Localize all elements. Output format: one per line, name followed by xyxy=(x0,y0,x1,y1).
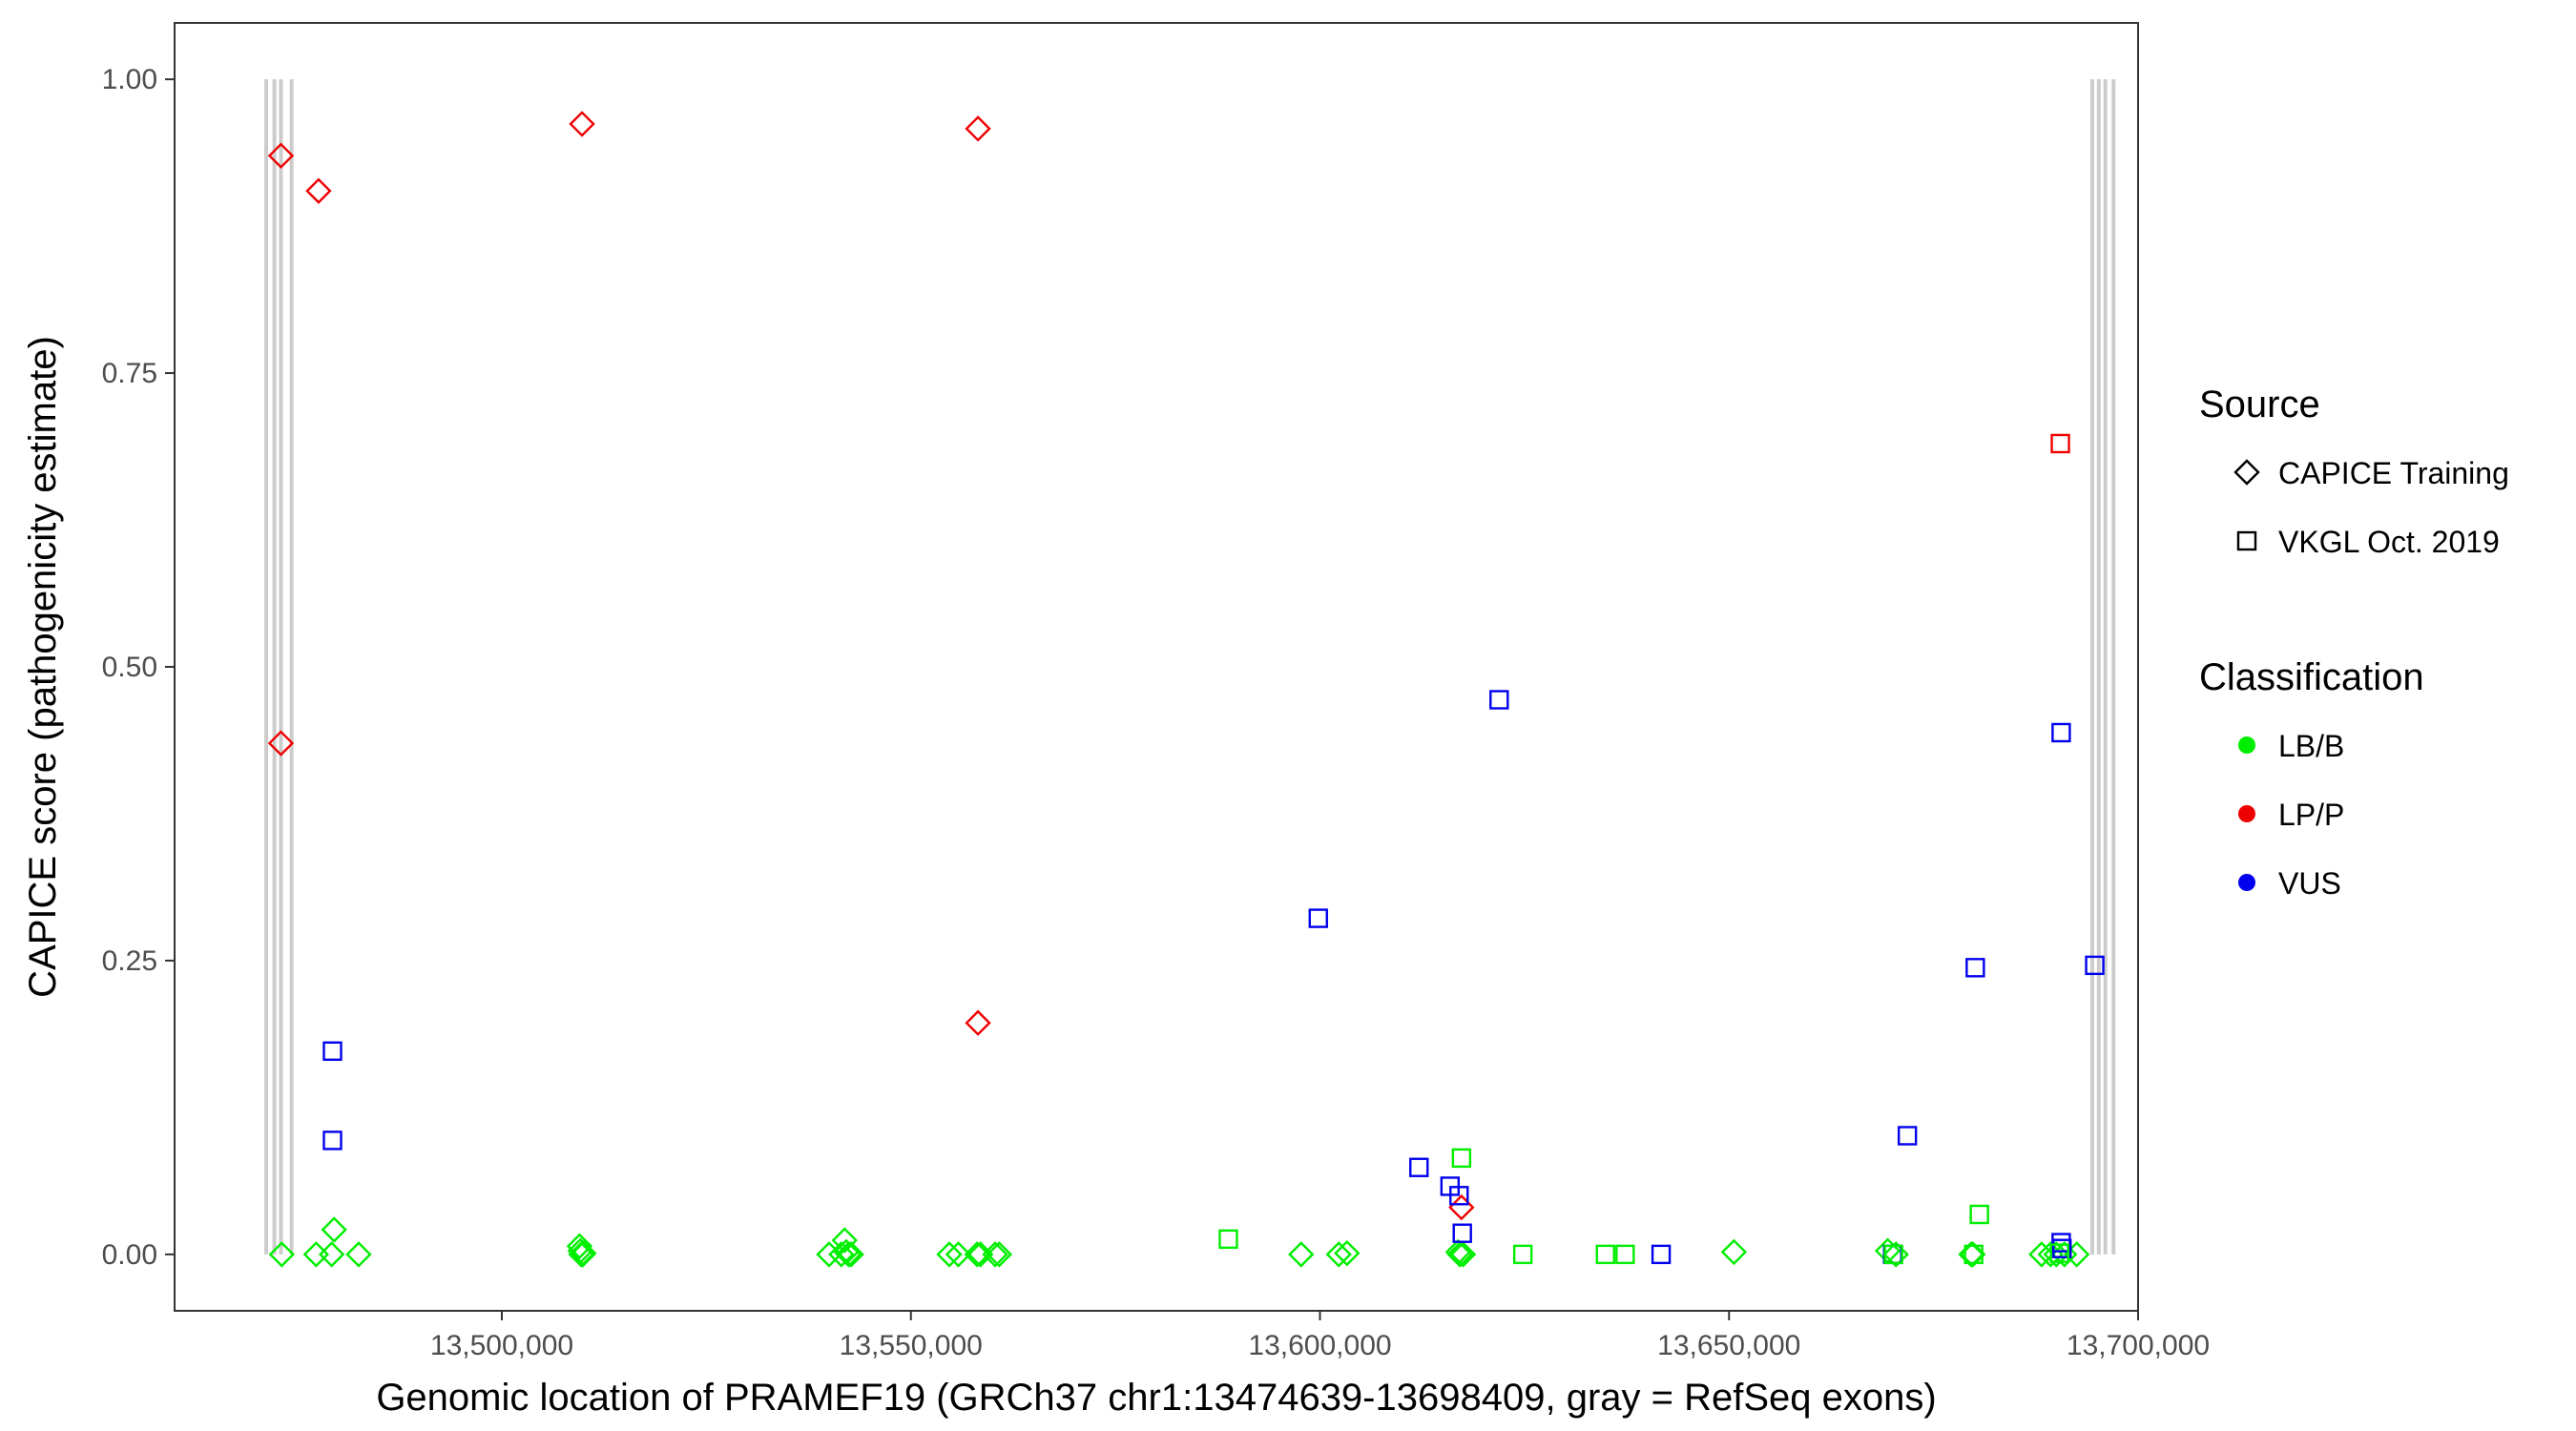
data-point-capice-training-lb-b xyxy=(1334,1239,1361,1267)
legend-key-dot xyxy=(2238,805,2255,822)
data-point-vkgl-vus xyxy=(2085,955,2105,976)
data-point-vkgl-lb-b xyxy=(1883,1244,1903,1265)
data-point-vkgl-vus xyxy=(1489,690,1509,710)
y-axis-title: CAPICE score (pathogenicity estimate) xyxy=(22,336,64,998)
data-point-vkgl-lb-b xyxy=(1512,1244,1533,1265)
y-axis: 0.00 0.25 0.50 0.75 1.00 xyxy=(102,64,175,1271)
data-point-capice-training-lb-b xyxy=(828,1241,855,1268)
data-point-capice-training-lb-b xyxy=(1446,1241,1473,1268)
data-point-capice-training-lb-b xyxy=(268,1241,296,1268)
y-tick-label: 0.00 xyxy=(102,1239,157,1271)
data-point-capice-training-lp-p xyxy=(965,115,991,142)
data-point-capice-training-lb-b xyxy=(838,1241,864,1268)
data-point-vkgl-vus xyxy=(1308,908,1328,928)
x-tick-label: 13,700,000 xyxy=(2067,1330,2210,1361)
data-point-capice-training-lb-b xyxy=(1449,1241,1477,1268)
y-tick-label: 0.50 xyxy=(102,652,157,683)
legend-label: LP/P xyxy=(2278,798,2344,832)
data-point-vkgl-lb-b xyxy=(1218,1229,1238,1250)
data-point-capice-training-lp-p xyxy=(965,1009,991,1036)
data-point-vkgl-vus xyxy=(1409,1157,1429,1177)
x-tick-label: 13,600,000 xyxy=(1248,1330,1391,1361)
data-point-vkgl-lb-b xyxy=(1451,1148,1472,1169)
legend: Source CAPICE Training VKGL Oct. 2019 Class… xyxy=(2199,384,2509,901)
legend-key-diamond xyxy=(2233,459,2260,486)
data-point-capice-training-lb-b xyxy=(1958,1241,1984,1268)
data-point-capice-training-lb-b xyxy=(571,1239,597,1267)
data-point-capice-training-lb-b xyxy=(986,1241,1013,1268)
legend-title: Classification xyxy=(2199,656,2424,698)
x-axis: 13,500,000 13,550,000 13,600,000 13,650,000… xyxy=(430,1311,2210,1361)
data-point-capice-training-lb-b xyxy=(345,1241,372,1268)
data-point-capice-training-lb-b xyxy=(318,1241,345,1268)
data-point-vkgl-vus xyxy=(1449,1186,1469,1206)
y-tick-label: 1.00 xyxy=(102,64,157,95)
data-point-vkgl-lb-b xyxy=(1595,1244,1615,1265)
x-axis-title: Genomic location of PRAMEF19 (GRCh37 chr… xyxy=(376,1377,1936,1419)
data-point-vkgl-lb-b xyxy=(2049,1243,2069,1263)
data-point-capice-training-lp-p xyxy=(569,111,595,137)
legend-key-dot xyxy=(2238,736,2255,754)
data-point-vkgl-lp-p xyxy=(2050,433,2070,454)
data-point-capice-training-lb-b xyxy=(1325,1241,1352,1268)
data-point-vkgl-vus xyxy=(1965,958,1985,978)
data-point-vkgl-vus xyxy=(322,1130,343,1151)
data-point-capice-training-lb-b xyxy=(831,1227,858,1254)
data-point-vkgl-lb-b xyxy=(1969,1204,1989,1225)
data-point-capice-training-lb-b xyxy=(964,1241,990,1268)
legend-key-square xyxy=(2236,530,2257,551)
data-point-vkgl-vus xyxy=(1452,1223,1472,1243)
data-point-vkgl-vus xyxy=(2051,722,2071,743)
y-tick-label: 0.75 xyxy=(102,358,157,389)
legend-label: VUS xyxy=(2278,866,2341,901)
data-point-vkgl-vus xyxy=(2052,1238,2072,1258)
data-point-capice-training-lb-b xyxy=(1882,1241,1909,1268)
legend-title: Source xyxy=(2199,384,2320,425)
data-points xyxy=(267,111,2105,1268)
data-point-capice-training-lp-p xyxy=(267,142,295,169)
data-point-capice-training-lb-b xyxy=(321,1216,347,1243)
data-point-capice-training-lb-b xyxy=(1720,1238,1748,1266)
legend-label: VKGL Oct. 2019 xyxy=(2278,525,2500,559)
exon-lines xyxy=(264,79,2116,1255)
data-point-capice-training-lb-b xyxy=(936,1241,963,1268)
data-point-capice-training-lb-b xyxy=(945,1241,972,1268)
data-point-capice-training-lb-b xyxy=(1288,1241,1315,1268)
data-point-capice-training-lp-p xyxy=(267,730,295,757)
data-point-vkgl-vus xyxy=(1651,1244,1672,1265)
data-point-capice-training-lb-b xyxy=(982,1241,1008,1268)
x-tick-label: 13,550,000 xyxy=(840,1330,983,1361)
data-point-vkgl-vus xyxy=(1897,1126,1918,1146)
data-point-vkgl-lb-b xyxy=(1963,1244,1984,1265)
legend-label: CAPICE Training xyxy=(2278,456,2509,490)
data-point-capice-training-lp-p xyxy=(305,177,332,204)
data-point-capice-training-lb-b xyxy=(566,1233,593,1259)
x-tick-label: 13,650,000 xyxy=(1657,1330,1800,1361)
legend-label: LB/B xyxy=(2278,729,2344,763)
legend-key-dot xyxy=(2238,874,2255,891)
data-point-capice-training-lb-b xyxy=(835,1241,862,1268)
y-tick-label: 0.25 xyxy=(102,945,157,977)
data-point-vkgl-lb-b xyxy=(1615,1244,1635,1265)
data-point-vkgl-vus xyxy=(322,1041,343,1061)
x-tick-label: 13,500,000 xyxy=(430,1330,573,1361)
